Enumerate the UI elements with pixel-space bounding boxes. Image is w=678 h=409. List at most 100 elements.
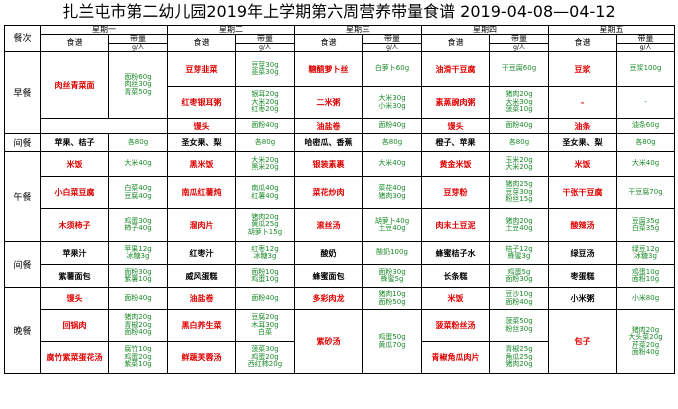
amount-line: 大米40g bbox=[378, 159, 406, 168]
dish-name: 油盐卷 bbox=[167, 287, 236, 310]
amount-line: 油条60g bbox=[631, 121, 660, 130]
unit-header: g/人 bbox=[108, 43, 168, 52]
dish-amount: 绿豆12g 冰糖3g bbox=[616, 241, 675, 265]
dish-name: 枣蛋糕 bbox=[548, 264, 617, 288]
dish-amount: 大米40g bbox=[108, 151, 168, 177]
dish-amount: 鸡蛋5g 面粉30g bbox=[489, 264, 549, 288]
recipe-header: 食谱 bbox=[548, 34, 617, 52]
amount-line: 干豆腐60g bbox=[501, 64, 537, 73]
dish-name: 酸辣汤 bbox=[548, 208, 617, 242]
amount-line: 豆腐20g bbox=[251, 313, 279, 322]
amount-line: 面粉50g bbox=[378, 297, 406, 306]
dish-amount: 猪肉25g 豆芽30g 粉丝15g bbox=[489, 176, 549, 209]
meal-label: 午餐 bbox=[4, 151, 41, 242]
unit-header: g/人 bbox=[235, 43, 295, 52]
recipe-header: 食谱 bbox=[421, 34, 490, 52]
dish-amount: 胡萝卜40g 土豆40g bbox=[362, 208, 422, 242]
unit-header: g/人 bbox=[362, 43, 422, 52]
amount-line: 鸡蛋10g bbox=[251, 275, 279, 283]
dish-name: 银装素裹 bbox=[294, 151, 363, 177]
amount-line: 粉丝30g bbox=[505, 324, 533, 333]
dish-amount: 猪肉20g 黄瓜25g 胡萝卜15g bbox=[235, 208, 295, 242]
amount-line: 土豆40g bbox=[378, 224, 406, 232]
dish-name: 腐竹紫菜蛋花汤 bbox=[40, 341, 109, 374]
amount-line: 猪肉20g bbox=[505, 360, 533, 369]
amount-line: 豆浆100g bbox=[629, 64, 662, 73]
dish-name: 米饭 bbox=[40, 151, 109, 177]
amount-line: 各80g bbox=[635, 137, 656, 146]
dish-amount: 菠菜50g 粉丝30g bbox=[489, 309, 549, 342]
amount-line: 胡萝卜40g bbox=[374, 216, 410, 225]
menu-table: 餐次 星期一 星期二 星期三 星期四 星期五 食谱 带量 食谱 带量 食谱 带量 食谱 带量 食谱 带量 g/人… bbox=[4, 25, 675, 374]
dish-amount: 豆芽30g 韭菜30g bbox=[235, 51, 295, 87]
dish-amount: 红枣12g 冰糖3g bbox=[235, 241, 295, 265]
unit-header: g/人 bbox=[489, 43, 549, 52]
amount-line: 西红柿20g bbox=[247, 360, 283, 369]
dish-amount: 南瓜40g 红薯40g bbox=[235, 176, 295, 209]
dish-amount: 豆腐20g 木耳30g 白菜 bbox=[235, 309, 295, 342]
dish-name: 油滑干豆腐 bbox=[421, 51, 490, 87]
dish-amount: 面粉40g bbox=[108, 287, 168, 310]
amount-line: 冰糖3g bbox=[634, 252, 657, 260]
dish-amount: 酸奶100g bbox=[362, 241, 422, 265]
amount-line: 胡萝卜15g bbox=[247, 227, 283, 236]
dish-name: 回锅肉 bbox=[40, 309, 109, 342]
amount-header: 带量 bbox=[616, 34, 675, 44]
dish-name: 蜂蜜桔子水 bbox=[421, 241, 490, 265]
dish-amount: 猪肉20g 大头菜20g 芹菜20g 面粉40g bbox=[616, 309, 675, 374]
amount-line: 面粉30g bbox=[505, 275, 533, 283]
dish-name: 长条糕 bbox=[421, 264, 490, 288]
dish-name: 苹果、桔子 bbox=[40, 133, 109, 152]
dish-amount: 豆腐35g 白菜35g bbox=[616, 208, 675, 242]
dish-amount: 油条60g bbox=[616, 118, 675, 134]
amount-header: 带量 bbox=[108, 34, 168, 44]
dish-name: 馒头 bbox=[167, 118, 236, 134]
amount-line: 白菜35g bbox=[631, 224, 660, 232]
dish-amount: 大米40g bbox=[362, 151, 422, 177]
dish-amount: 豆浆100g bbox=[616, 51, 675, 87]
amount-line: 菠菜50g bbox=[505, 317, 533, 325]
dish-amount: 菠菜30g 鸡蛋20g 西红柿20g bbox=[235, 341, 295, 374]
amount-line: 紫菜10g bbox=[124, 360, 152, 369]
dish-name: 菠菜粉丝汤 bbox=[421, 309, 490, 342]
dish-amount: 面粉30g 紫薯10g bbox=[108, 264, 168, 288]
amount-line: 蜂蜜5g bbox=[380, 275, 404, 283]
dish-name: 紫薯面包 bbox=[40, 264, 109, 288]
amount-line: 红枣12g bbox=[251, 244, 279, 253]
dish-amount: 面粉40g bbox=[235, 118, 295, 134]
amount-line: 桔子12g bbox=[505, 244, 533, 253]
dish-name: 绿豆汤 bbox=[548, 241, 617, 265]
amount-line: 各80g bbox=[127, 137, 149, 146]
unit-header: g/人 bbox=[616, 43, 675, 52]
dish-amount: 玉米20g 大米20g bbox=[489, 151, 549, 177]
dish-amount: 各80g bbox=[616, 133, 675, 152]
dish-amount: 鸡蛋50g 黄瓜70g bbox=[362, 309, 422, 374]
dish-name: 溜肉片 bbox=[167, 208, 236, 242]
amount-line: 土豆40g bbox=[505, 224, 533, 232]
amount-line: 猪肉25g bbox=[505, 180, 533, 189]
dish-name: 菜花炒肉 bbox=[294, 176, 363, 209]
dish-name: 木须柿子 bbox=[40, 208, 109, 242]
amount-line: 面粉40g bbox=[251, 121, 279, 130]
page-title: 扎兰屯市第二幼儿园2019年上学期第六周营养带量食谱 2019-04-08—04… bbox=[62, 2, 616, 21]
amount-line: 大米40g bbox=[124, 159, 152, 168]
recipe-header: 食谱 bbox=[167, 34, 236, 52]
amount-line: 猪肉20g bbox=[505, 216, 533, 225]
amount-line: 小米80g bbox=[631, 293, 660, 302]
amount-line: 蜂蜜3g bbox=[507, 252, 531, 260]
recipe-header: 食谱 bbox=[294, 34, 363, 52]
amount-line: 猪肉30g bbox=[378, 191, 406, 200]
day-header: 星期一 bbox=[40, 25, 168, 35]
dish-amount: 银耳20g 大米20g 红枣20g bbox=[235, 86, 295, 119]
dish-amount: 菜花40g 猪肉30g bbox=[362, 176, 422, 209]
amount-line: 菠菜30g bbox=[251, 345, 279, 354]
amount-line: 大米20g bbox=[251, 97, 279, 106]
dish-amount: 苹果12g 冰糖3g bbox=[108, 241, 168, 265]
dish-amount: 豆沙10g 面粉40g bbox=[489, 287, 549, 310]
dish-amount: 面粉40g bbox=[235, 287, 295, 310]
dish-name: 馒头 bbox=[40, 287, 109, 310]
amount-line: 面粉60g bbox=[124, 72, 152, 81]
amount-line: 腐竹10g bbox=[124, 345, 152, 354]
dish-name: 二米粥 bbox=[294, 86, 363, 119]
amount-line: 面粉40g bbox=[505, 121, 533, 130]
